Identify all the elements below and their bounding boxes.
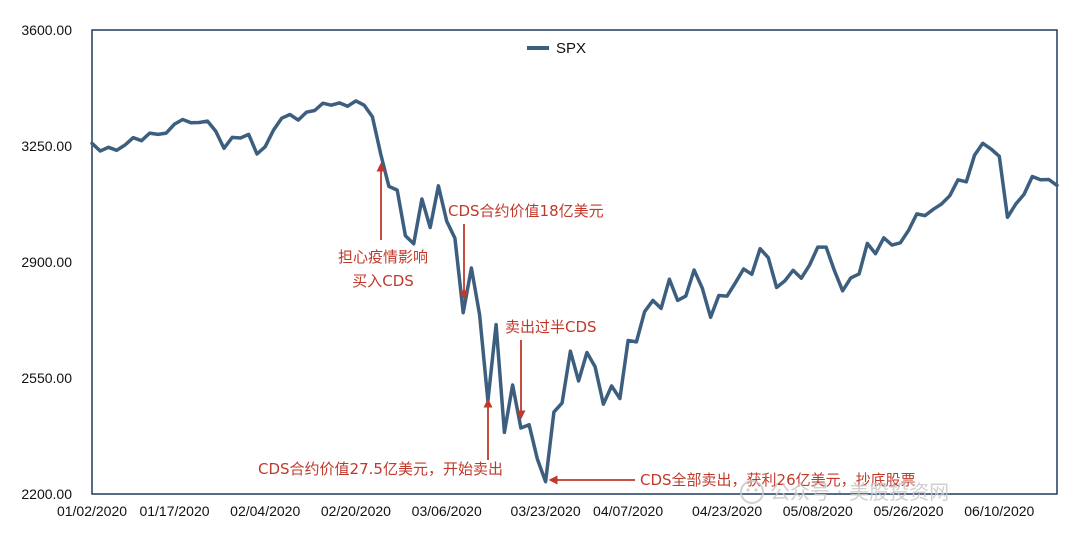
x-tick-label: 04/07/2020 [593, 503, 663, 519]
x-tick-label: 04/23/2020 [692, 503, 762, 519]
annotation-all-sold: CDS全部卖出，获利26亿美元，抄底股票 [640, 471, 916, 489]
y-tick-label: 2200.00 [21, 486, 72, 502]
annotations: 担心疫情影响 买入CDS CDS合约价值18亿美元 卖出过半CDS CDS合约价… [258, 202, 916, 489]
annotation-buy-line2: 买入CDS [352, 272, 414, 290]
y-axis: 3600.00 3250.00 2900.00 2550.00 2200.00 [21, 22, 72, 502]
x-tick-label: 01/02/2020 [57, 503, 127, 519]
watermark: 公众号 · 美股投资网 [740, 480, 949, 504]
x-tick-label: 01/17/2020 [139, 503, 209, 519]
plot-frame [91, 29, 1058, 495]
legend-label: SPX [556, 40, 586, 57]
annotation-buy-line1: 担心疫情影响 [338, 248, 428, 266]
legend: SPX [527, 40, 586, 57]
y-tick-label: 3250.00 [21, 138, 72, 154]
x-tick-label: 02/04/2020 [230, 503, 300, 519]
x-tick-label: 03/06/2020 [412, 503, 482, 519]
y-tick-label: 2550.00 [21, 370, 72, 386]
x-tick-label: 05/08/2020 [783, 503, 853, 519]
watermark-text: 公众号 · 美股投资网 [770, 480, 949, 504]
wechat-icon [740, 480, 764, 504]
y-tick-label: 2900.00 [21, 254, 72, 270]
x-axis: 01/02/2020 01/17/2020 02/04/2020 02/20/2020… [57, 503, 1035, 519]
spx-series-line [90, 99, 1059, 484]
x-tick-label: 06/10/2020 [964, 503, 1034, 519]
annotation-sell-half: 卖出过半CDS [505, 318, 597, 336]
x-tick-label: 05/26/2020 [873, 503, 943, 519]
annotation-cds275: CDS合约价值27.5亿美元，开始卖出 [258, 460, 503, 478]
x-tick-label: 03/23/2020 [511, 503, 581, 519]
annotation-arrows [376, 162, 635, 485]
x-tick-label: 02/20/2020 [321, 503, 391, 519]
y-tick-label: 3600.00 [21, 22, 72, 38]
annotation-cds18: CDS合约价值18亿美元 [448, 202, 604, 220]
